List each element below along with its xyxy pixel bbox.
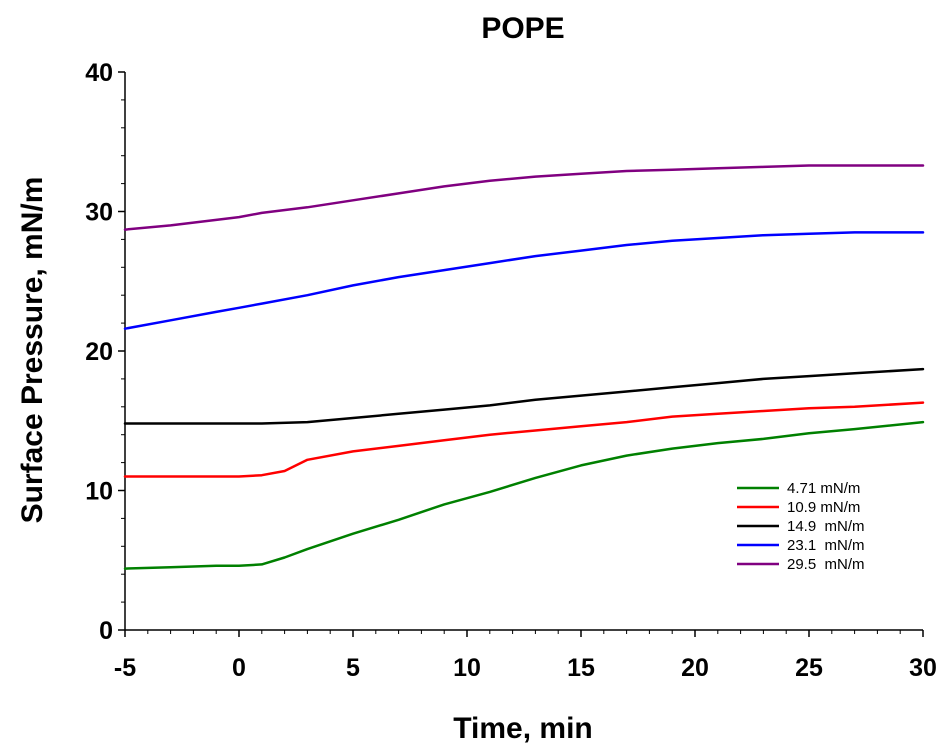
series-lines [123,164,925,570]
legend-label-2: 14.9 mN/m [787,518,865,535]
series-line-2 [123,367,925,425]
y-axis-label: Surface Pressure, mN/m [16,177,49,524]
x-tick-label: 15 [567,654,595,682]
x-axis-label: Time, min [453,712,592,745]
legend-label-0: 4.71 mN/m [787,480,860,497]
x-tick-label: 25 [795,654,823,682]
x-tick-label: 10 [453,654,481,682]
y-tick-label: 30 [85,199,113,227]
y-tick-label: 10 [85,478,113,506]
series-line-4 [123,164,925,231]
x-tick-label: 20 [681,654,709,682]
y-tick-label: 20 [85,338,113,366]
y-tick-label: 0 [99,617,113,645]
x-tick-label: 5 [346,654,360,682]
legend: 4.71 mN/m 10.9 mN/m 14.9 mN/m 23.1 mN/m 29.5… [737,480,865,573]
x-tick-label: 30 [909,654,937,682]
series-line-1 [123,401,925,478]
legend-label-3: 23.1 mN/m [787,537,865,554]
legend-label-1: 10.9 mN/m [787,499,860,516]
chart-title: POPE [481,12,564,45]
y-tick-label: 40 [85,59,113,87]
series-line-3 [123,231,925,330]
series-line-0 [123,420,925,570]
x-tick-label: 0 [232,654,246,682]
legend-label-4: 29.5 mN/m [787,556,865,573]
x-tick-label: -5 [114,654,136,682]
